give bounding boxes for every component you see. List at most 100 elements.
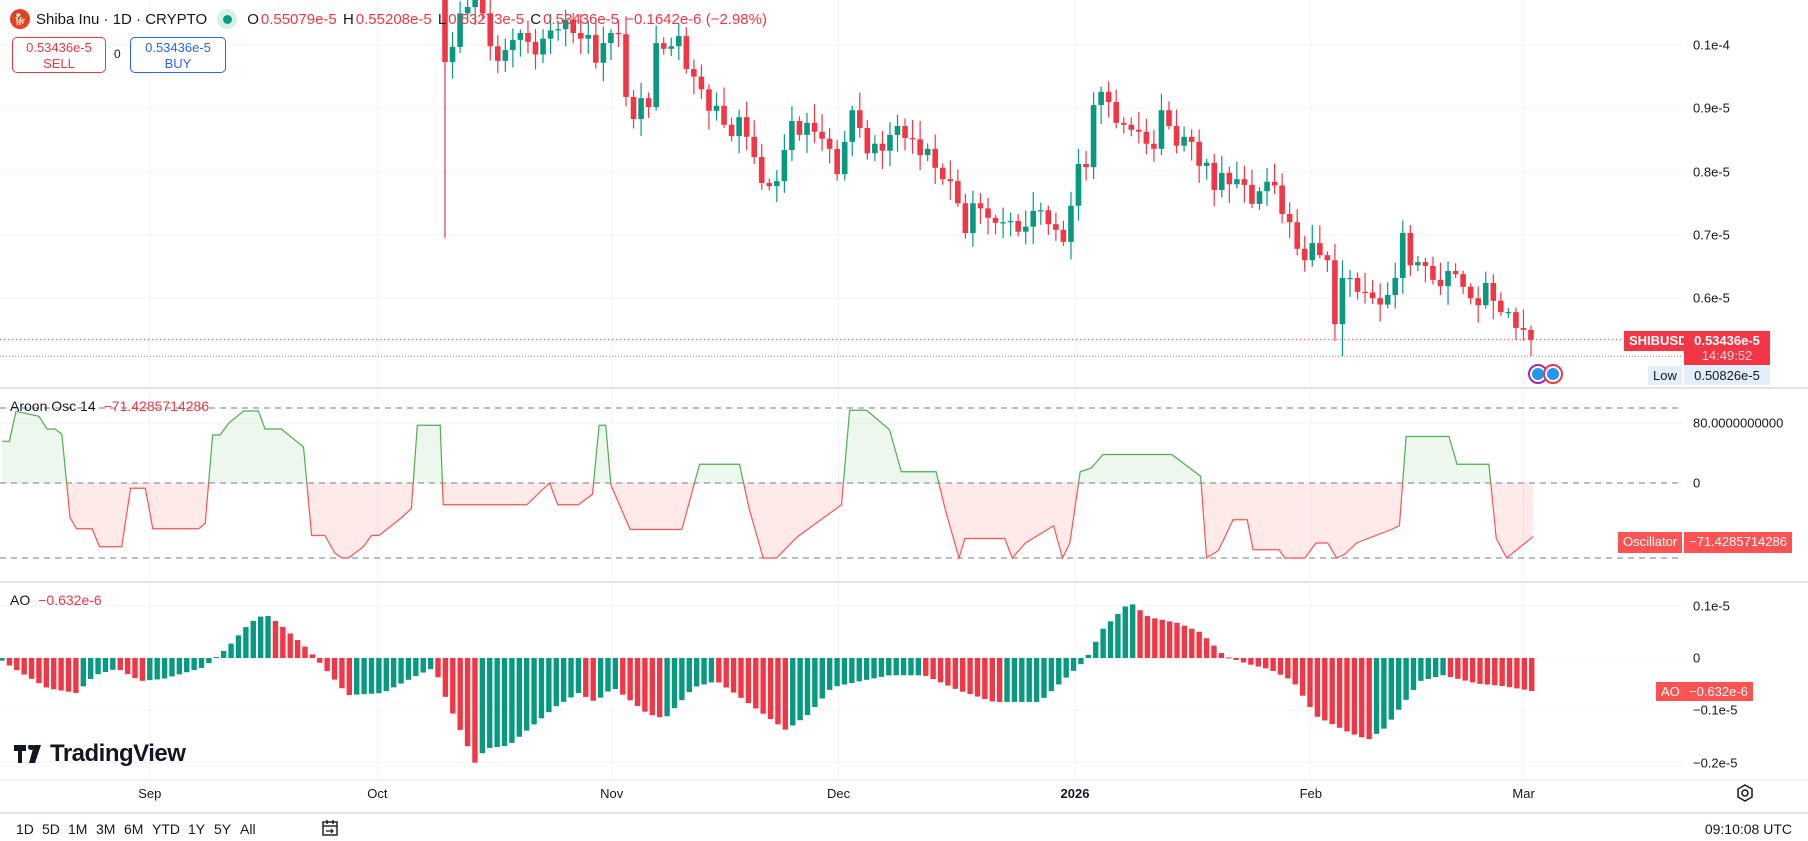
candle-body (494, 46, 501, 61)
ao-bar (760, 658, 766, 714)
ao-bar (804, 658, 811, 716)
ao-bar (1285, 658, 1291, 679)
ao-bar (1447, 658, 1454, 678)
ohlc-values: O 0.55079e-5 H 0.55208e-5 L 0.53273e-5 C 0.5… (247, 10, 767, 28)
candle-body (1377, 298, 1383, 305)
ao-bar (1226, 657, 1232, 659)
range-button-6m[interactable]: 6M (124, 821, 144, 837)
clock[interactable]: 09:10:08 UTC (1704, 821, 1792, 837)
ao-bar (568, 658, 574, 698)
market-status-icon[interactable] (217, 9, 238, 29)
range-button-ytd[interactable]: YTD (152, 821, 180, 837)
candle-body (743, 117, 750, 137)
candle-body (1513, 312, 1519, 328)
candle-body (917, 139, 923, 156)
candle-body (1505, 312, 1512, 314)
range-button-3m[interactable]: 3M (96, 821, 116, 837)
ao-bar (575, 658, 582, 694)
ao-bar (886, 658, 892, 676)
candle-body (1475, 298, 1482, 306)
ao-bar (930, 658, 936, 680)
time-label: Oct (367, 786, 388, 801)
range-button-5d[interactable]: 5D (42, 821, 60, 837)
candle-body (947, 179, 954, 182)
ao-bar (1174, 622, 1180, 658)
ao-bar (878, 658, 885, 677)
ao-bar (1351, 658, 1358, 735)
ao-bar (1189, 628, 1195, 658)
ao-bar (974, 658, 981, 697)
candle-body (1075, 164, 1082, 206)
candle-body (600, 43, 607, 63)
ao-bar (819, 658, 825, 699)
symbol-title[interactable]: Shiba Inu · 1D · CRYPTO (36, 10, 208, 28)
ao-bar (280, 626, 286, 658)
ao-bar (1469, 658, 1476, 683)
ao-bar (642, 658, 648, 712)
candle-body (1482, 283, 1489, 306)
ao-bar (1514, 658, 1520, 689)
ao-bar (960, 658, 966, 692)
ao-bar (250, 620, 256, 658)
candle-body (1362, 291, 1368, 294)
candle-body (1203, 162, 1210, 166)
candle-body (1136, 129, 1142, 132)
time-label: Feb (1299, 786, 1322, 801)
candle-body (751, 136, 758, 158)
ao-bar (442, 658, 449, 697)
ao-bar (1388, 658, 1395, 720)
price-tick-label: 0.1e-4 (1693, 37, 1730, 53)
candle-body (1264, 181, 1270, 192)
ao-bar (952, 658, 959, 689)
candle-body (1467, 286, 1474, 299)
goto-date-icon[interactable] (320, 818, 340, 841)
candle-body (1317, 243, 1323, 256)
ao-bar (908, 658, 914, 676)
ao-bar (265, 616, 271, 658)
ao-bar (324, 658, 330, 672)
candle-body (1196, 141, 1202, 166)
candle-body (706, 89, 712, 111)
candle-body (472, 0, 478, 8)
last-price: 0.53436e-5 (1694, 333, 1760, 348)
candle-body (608, 32, 614, 44)
settings-gear-icon[interactable] (1736, 784, 1754, 802)
ao-bar (1070, 658, 1077, 671)
candle-body (758, 157, 765, 183)
ao-bar (1418, 658, 1424, 681)
ao-bar (516, 658, 522, 737)
aroon-line-negative (66, 483, 1534, 561)
chart-canvas[interactable] (0, 0, 1808, 812)
candle-body (924, 148, 931, 156)
ao-bar (945, 658, 951, 686)
sell-button[interactable]: 0.53436e-5 SELL (12, 37, 106, 73)
ao-bar (1211, 645, 1217, 658)
buy-button[interactable]: 0.53436e-5 BUY (130, 37, 226, 73)
candle-body (1098, 91, 1104, 106)
range-button-5y[interactable]: 5Y (214, 821, 232, 837)
range-button-1m[interactable]: 1M (68, 821, 88, 837)
ao-histogram (0, 604, 1535, 763)
candle-body (970, 203, 976, 234)
tradingview-logo[interactable]: TradingView (14, 740, 186, 768)
ao-bar (1063, 658, 1069, 678)
ao-bar (1255, 658, 1261, 667)
range-button-1y[interactable]: 1Y (188, 821, 206, 837)
ao-bar (294, 640, 301, 658)
ao-bar (43, 658, 50, 688)
ao-bar (775, 658, 781, 725)
candle-body (1528, 329, 1534, 340)
ao-legend[interactable]: AO −0.632e-6 (10, 592, 102, 608)
ao-bar (1366, 658, 1372, 740)
range-button-1d[interactable]: 1D (16, 821, 34, 837)
aroon-legend[interactable]: Aroon Osc 14 −71.4285714286 (10, 398, 209, 414)
ao-value: −0.632e-6 (38, 592, 102, 608)
tradingview-logo-icon (14, 745, 41, 763)
ao-bar (923, 658, 929, 676)
ao-bar (405, 658, 412, 680)
candle-body (856, 110, 863, 128)
ao-bar (184, 658, 190, 673)
events-icon[interactable] (1528, 364, 1563, 384)
range-button-all[interactable]: All (240, 821, 256, 837)
